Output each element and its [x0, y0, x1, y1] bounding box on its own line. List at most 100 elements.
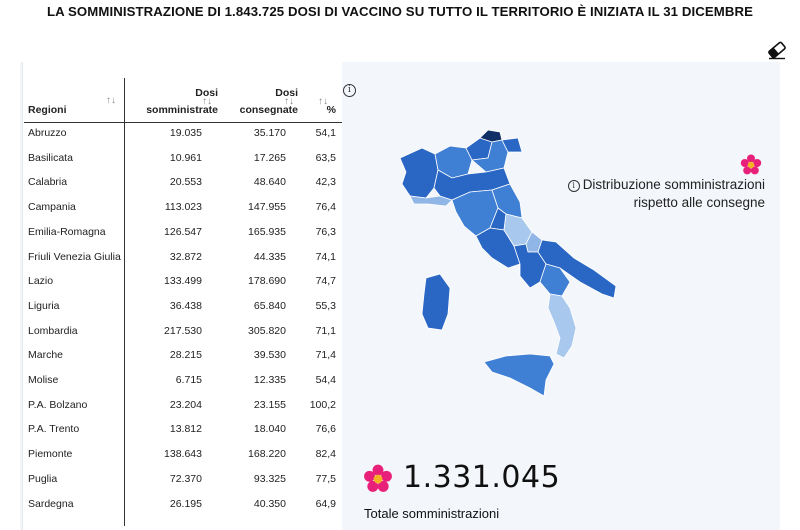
table-row[interactable]: Liguria 36.438 65.840 55,3 — [24, 295, 342, 320]
cell-percent: 76,3 — [315, 225, 336, 238]
map-region-sicilia[interactable] — [483, 353, 555, 397]
table-row[interactable]: Basilicata 10.961 17.265 63,5 — [24, 147, 342, 172]
cell-administered: 133.499 — [164, 275, 202, 288]
map-region-calabria[interactable] — [547, 293, 577, 359]
table-row[interactable]: Molise 6.715 12.335 54,4 — [24, 369, 342, 394]
cell-region: Lazio — [28, 275, 54, 288]
map-region-friuli[interactable] — [501, 137, 523, 153]
sort-icon-regions[interactable]: ↑↓ — [106, 95, 116, 106]
cell-delivered: 23.155 — [253, 398, 286, 411]
page-headline: LA SOMMINISTRAZIONE DI 1.843.725 DOSI DI… — [46, 4, 754, 19]
map-region-piemonte[interactable] — [399, 147, 439, 199]
cell-administered: 217.530 — [164, 324, 202, 337]
total-administered-label: Totale somministrazioni — [364, 506, 500, 521]
map-region-bolzano[interactable] — [479, 129, 503, 143]
info-icon[interactable]: i — [343, 84, 356, 97]
map-region-liguria[interactable] — [409, 195, 453, 207]
regions-table — [22, 62, 342, 530]
cell-region: Sardegna — [28, 497, 74, 510]
map-region-veneto[interactable] — [471, 139, 509, 173]
table-row[interactable]: Piemonte 138.643 168.220 82,4 — [24, 443, 342, 468]
map-region-sardegna[interactable] — [421, 273, 451, 331]
cell-percent: 76,4 — [315, 201, 336, 214]
column-divider — [124, 78, 125, 526]
cell-region: Marche — [28, 349, 64, 362]
column-header-delivered-line2[interactable]: consegnate — [239, 104, 298, 116]
cell-delivered: 165.935 — [248, 225, 286, 238]
cell-percent: 82,4 — [315, 448, 336, 461]
cell-percent: 71,4 — [315, 349, 336, 362]
table-row[interactable]: Abruzzo 19.035 35.170 54,1 — [24, 122, 342, 147]
table-row[interactable]: Lazio 133.499 178.690 74,7 — [24, 270, 342, 295]
cell-percent: 54,1 — [315, 127, 336, 139]
table-row[interactable]: Campania 113.023 147.955 76,4 — [24, 196, 342, 221]
cell-delivered: 39.530 — [253, 349, 286, 362]
table-row[interactable]: P.A. Bolzano 23.204 23.155 100,2 — [24, 394, 342, 419]
cell-administered: 19.035 — [169, 127, 202, 139]
cell-region: Piemonte — [28, 448, 73, 461]
cell-delivered: 40.350 — [253, 497, 286, 510]
table-row[interactable]: Lombardia 217.530 305.820 71,1 — [24, 320, 342, 345]
table-row[interactable]: Calabria 20.553 48.640 42,3 — [24, 171, 342, 196]
table-row[interactable]: Friuli Venezia Giulia 32.872 44.335 74,1 — [24, 246, 342, 271]
cell-administered: 126.547 — [164, 225, 202, 238]
map-region-puglia[interactable] — [537, 239, 617, 299]
cell-administered: 13.812 — [169, 423, 202, 436]
eraser-icon[interactable] — [766, 40, 788, 60]
cell-delivered: 35.170 — [253, 127, 286, 139]
table-row[interactable]: Emilia-Romagna 126.547 165.935 76,3 — [24, 221, 342, 246]
column-header-regions[interactable]: Regioni — [28, 104, 67, 116]
legend-info-icon[interactable]: i — [567, 180, 580, 192]
table-row[interactable]: Sardegna 26.195 40.350 64,9 — [24, 493, 342, 518]
sort-icon-percent[interactable]: ↑↓ — [318, 96, 328, 107]
cell-delivered: 305.820 — [248, 324, 286, 337]
sort-icon-administered[interactable]: ↑↓ — [202, 96, 212, 107]
cell-region: Puglia — [28, 472, 58, 485]
italy-map[interactable] — [380, 118, 660, 408]
cell-administered: 32.872 — [169, 250, 202, 263]
primula-flower-icon — [364, 464, 392, 492]
cell-delivered: 168.220 — [248, 448, 286, 461]
cell-administered: 36.438 — [169, 299, 202, 312]
map-legend-label: i Distribuzione somministrazioni rispetto… — [545, 176, 765, 212]
cell-delivered: 44.335 — [253, 250, 286, 263]
cell-administered: 10.961 — [169, 151, 202, 164]
cell-region: Lombardia — [28, 324, 78, 337]
cell-percent: 74,1 — [315, 250, 336, 263]
column-header-administered-line1[interactable]: Dosi — [195, 87, 218, 99]
header-divider — [24, 122, 342, 123]
cell-percent: 63,5 — [315, 151, 336, 164]
cell-region: P.A. Bolzano — [28, 398, 88, 411]
table-row[interactable]: Puglia 72.370 93.325 77,5 — [24, 468, 342, 493]
cell-percent: 54,4 — [315, 374, 336, 386]
cell-percent: 100,2 — [309, 398, 336, 411]
total-administered-value: 1.331.045 — [403, 460, 561, 495]
cell-percent: 71,1 — [315, 324, 336, 337]
column-header-administered-line2[interactable]: somministrate — [146, 104, 218, 116]
map-legend-line1: Distribuzione somministrazioni — [582, 177, 765, 192]
cell-administered: 20.553 — [169, 176, 202, 189]
cell-percent: 64,9 — [315, 497, 336, 510]
cell-administered: 72.370 — [169, 472, 202, 485]
cell-delivered: 48.640 — [253, 176, 286, 189]
table-row[interactable]: Marche 28.215 39.530 71,4 — [24, 344, 342, 369]
cell-region: Liguria — [28, 299, 60, 312]
cell-region: Emilia-Romagna — [28, 225, 106, 238]
cell-percent: 76,6 — [315, 423, 336, 436]
table-row[interactable]: P.A. Trento 13.812 18.040 76,6 — [24, 418, 342, 443]
cell-region: Calabria — [28, 176, 68, 189]
cell-delivered: 17.265 — [253, 151, 286, 164]
column-header-delivered-line1[interactable]: Dosi — [275, 87, 298, 99]
cell-administered: 23.204 — [169, 398, 202, 411]
map-legend-line2: rispetto alle consegne — [633, 195, 765, 210]
cell-region: P.A. Trento — [28, 423, 80, 436]
cell-administered: 6.715 — [175, 374, 202, 386]
sort-icon-delivered[interactable]: ↑↓ — [284, 96, 294, 107]
cell-delivered: 93.325 — [253, 472, 286, 485]
cell-delivered: 65.840 — [253, 299, 286, 312]
cell-administered: 26.195 — [169, 497, 202, 510]
cell-region: Friuli Venezia Giulia — [28, 250, 121, 263]
cell-percent: 55,3 — [315, 299, 336, 312]
column-header-percent[interactable]: % — [326, 104, 336, 116]
cell-region: Molise — [28, 374, 59, 386]
